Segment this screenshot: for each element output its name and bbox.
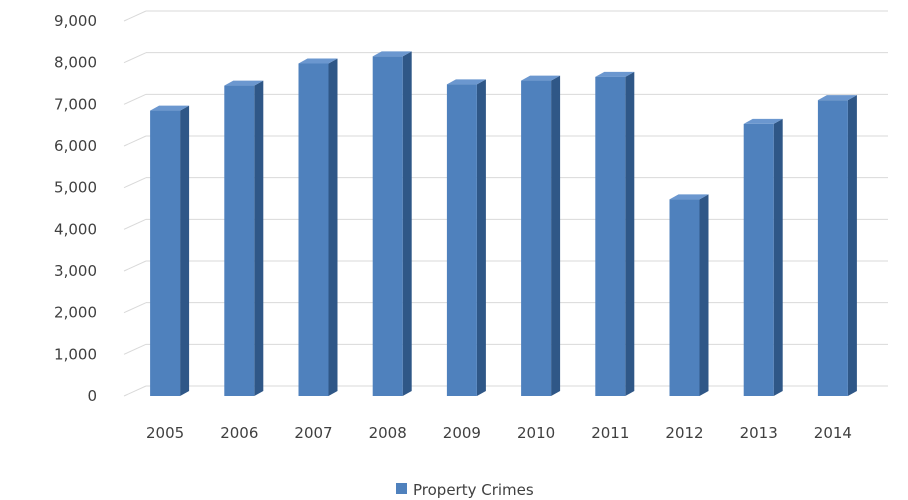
bar-top <box>817 95 857 101</box>
y-tick-label: 4,000 <box>54 220 97 238</box>
bar <box>224 80 264 396</box>
bar-side <box>551 75 561 396</box>
bar-side <box>180 105 190 396</box>
bar <box>298 58 338 396</box>
bar-side <box>847 95 857 397</box>
x-tick-label: 2008 <box>369 424 407 442</box>
bar-front <box>372 56 403 397</box>
bar-top <box>150 105 190 111</box>
bar-front <box>521 80 552 396</box>
x-tick-label: 2007 <box>294 424 332 442</box>
legend: Property Crimes <box>396 481 534 499</box>
x-tick-label: 2012 <box>665 424 703 442</box>
x-axis: 2005 2006 2007 2008 2009 2010 2011 2012 2013 2014 <box>146 424 852 442</box>
y-tick-label: 6,000 <box>54 137 97 155</box>
gridline-wall <box>123 385 147 397</box>
bar-top <box>446 79 486 85</box>
x-tick-label: 2011 <box>591 424 629 442</box>
y-tick-label: 0 <box>87 387 97 405</box>
bar-top <box>224 80 264 86</box>
bar-top <box>298 58 338 64</box>
bar-front <box>669 199 700 396</box>
y-tick-label: 8,000 <box>54 54 97 72</box>
gridline-wall <box>123 135 147 147</box>
bar-top <box>372 51 412 57</box>
bar <box>521 75 561 396</box>
bar-front <box>817 100 848 397</box>
y-tick-label: 2,000 <box>54 304 97 322</box>
gridline-wall <box>123 343 147 355</box>
legend-label: Property Crimes <box>413 481 534 499</box>
bar-side <box>328 58 338 396</box>
x-tick-label: 2013 <box>740 424 778 442</box>
gridline-wall <box>123 93 147 105</box>
gridline-wall <box>123 52 147 64</box>
bar-top <box>595 71 635 77</box>
bar-front <box>150 110 181 396</box>
y-tick-label: 7,000 <box>54 95 97 113</box>
gridline-wall <box>123 218 147 230</box>
bar-top <box>743 118 783 124</box>
bars <box>150 51 857 397</box>
bar-side <box>699 194 709 396</box>
bar-side <box>476 79 486 396</box>
bar-side <box>254 80 264 396</box>
gridline-wall <box>123 10 147 22</box>
x-tick-label: 2006 <box>220 424 258 442</box>
bar <box>743 118 783 397</box>
gridline-wall <box>123 177 147 189</box>
gridline-wall <box>123 260 147 272</box>
x-tick-label: 2005 <box>146 424 184 442</box>
y-axis: 0 1,000 2,000 3,000 4,000 5,000 6,000 7,000 8,00… <box>54 12 97 405</box>
bar <box>372 51 412 397</box>
bar-front <box>595 76 626 396</box>
bar <box>150 105 190 396</box>
bar-side <box>625 71 635 396</box>
bar-top <box>521 75 561 81</box>
bar-front <box>446 84 477 396</box>
legend-swatch <box>396 483 407 494</box>
y-tick-label: 1,000 <box>54 345 97 363</box>
bar <box>446 79 486 396</box>
y-tick-label: 3,000 <box>54 262 97 280</box>
x-tick-label: 2010 <box>517 424 555 442</box>
bar-side <box>402 51 412 397</box>
bar <box>595 71 635 396</box>
y-tick-label: 9,000 <box>54 12 97 30</box>
x-tick-label: 2009 <box>443 424 481 442</box>
bar-front <box>298 63 329 396</box>
bar-top <box>669 194 709 200</box>
bar <box>817 95 857 397</box>
bar-front <box>743 123 774 397</box>
bar-front <box>224 85 255 396</box>
x-tick-label: 2014 <box>814 424 852 442</box>
bar <box>669 194 709 396</box>
y-tick-label: 5,000 <box>54 179 97 197</box>
bar-side <box>773 118 783 397</box>
gridline-wall <box>123 302 147 314</box>
